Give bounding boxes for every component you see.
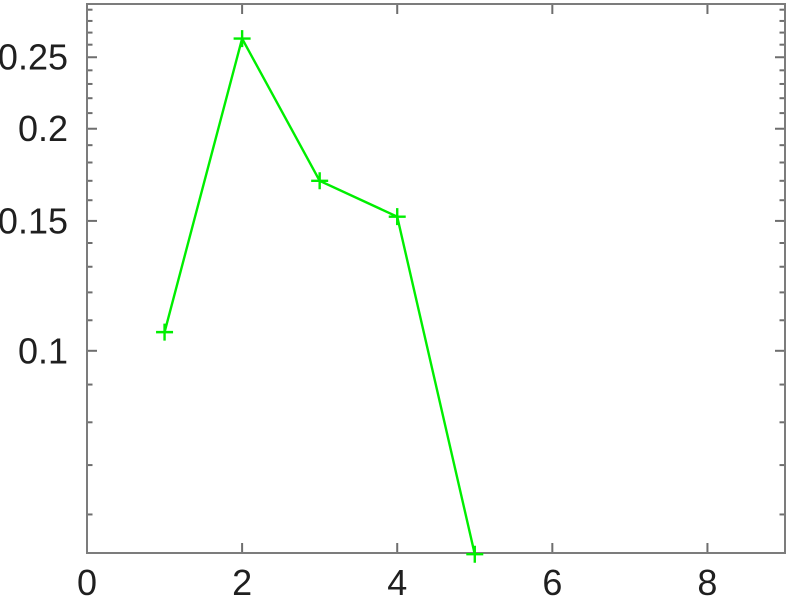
x-tick-label: 4: [387, 562, 407, 600]
data-point-marker: [233, 30, 251, 48]
y-tick-label: 0.15: [0, 200, 68, 241]
x-tick-label: 0: [77, 562, 97, 600]
data-point-marker: [156, 323, 174, 341]
y-tick-label: 0.1: [18, 330, 68, 371]
y-tick-label: 0.25: [0, 37, 68, 78]
data-point-marker: [311, 172, 329, 190]
x-tick-label: 8: [697, 562, 717, 600]
data-point-marker: [388, 208, 406, 226]
plot-box: [86, 3, 786, 554]
y-tick-label: 0.2: [18, 108, 68, 149]
data-line: [163, 35, 476, 555]
x-tick-label: 2: [232, 562, 252, 600]
data-point-marker: [466, 545, 484, 563]
x-tick-label: 6: [542, 562, 562, 600]
